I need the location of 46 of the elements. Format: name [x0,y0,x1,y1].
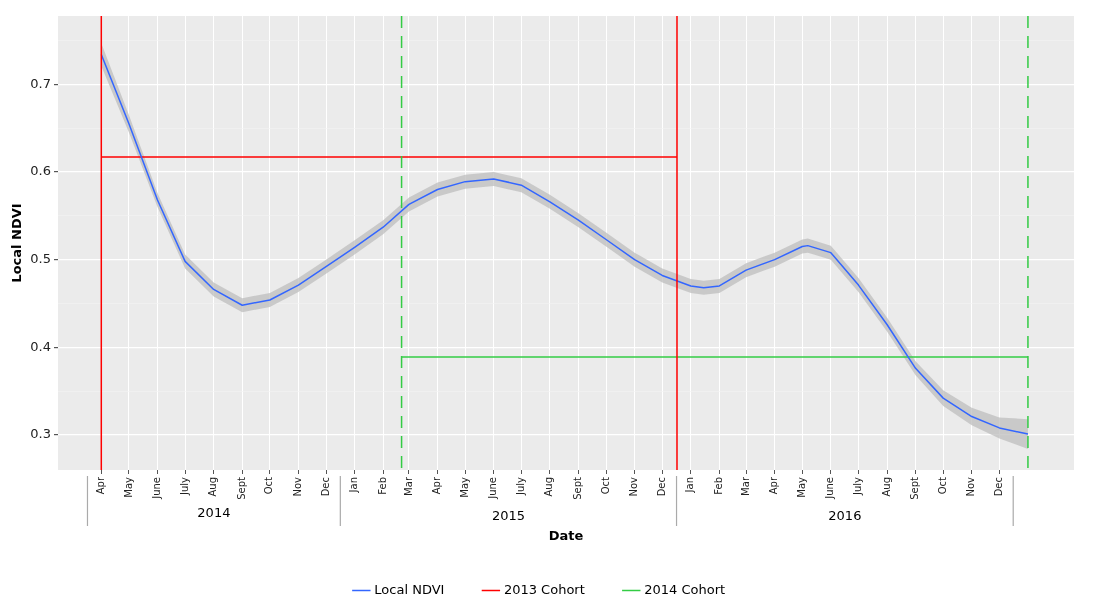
x-tick-label: Aug [543,477,555,497]
y-tick-label: 0.4 [30,338,51,354]
x-tick-label: Oct [263,476,275,495]
x-tick-label: May [458,476,470,498]
legend-label: 2013 Cohort [503,581,585,597]
x-tick-label: Sept [235,476,247,500]
y-axis-title: Local NDVI [9,203,25,283]
legend-label: Local NDVI [374,581,445,597]
x-tick-label: Mar [402,476,414,496]
x-tick-label: Nov [292,476,304,497]
text: 2015 [491,508,525,524]
y-tick-label: 0.7 [30,75,51,91]
x-tick-label: Jan [684,477,696,494]
x-tick-label: Dec [655,477,667,497]
x-tick-label: Jan [348,477,360,494]
x-tick-label: Feb [712,477,724,495]
x-tick-label: Sept [909,476,921,500]
x-tick-label: June [487,477,499,500]
x-tick-label: Oct [936,476,948,495]
x-tick-label: Mar [739,476,751,496]
x-tick-label: Sept [572,476,584,500]
x-tick-label: Aug [207,477,219,497]
text: 2014 [197,505,231,521]
x-tick-label: May [122,476,134,498]
x-tick-label: Apr [431,476,443,495]
x-tick-label: Feb [376,477,388,495]
x-tick-label: Apr [768,476,780,495]
x-tick-label: May [795,476,807,498]
x-tick-label: June [824,477,836,500]
x-tick-label: Apr [94,476,106,495]
x-tick-label: July [852,476,864,496]
x-tick-label: Nov [628,476,640,497]
x-tick-label: July [514,476,526,496]
x-tick-label: Nov [965,476,977,497]
y-tick-label: 0.6 [30,163,51,179]
x-tick-label: Aug [880,477,892,497]
x-tick-label: Dec [319,477,331,497]
y-tick-label: 0.3 [30,426,51,442]
x-tick-label: Oct [599,476,611,495]
x-tick-label: June [151,477,163,500]
legend-label: 2014 Cohort [644,581,726,597]
x-axis-title: Date [548,527,584,543]
x-tick-label: July [178,476,190,496]
y-tick-label: 0.5 [30,251,51,267]
x-tick-label: Dec [992,477,1004,497]
text: 2016 [828,508,862,524]
